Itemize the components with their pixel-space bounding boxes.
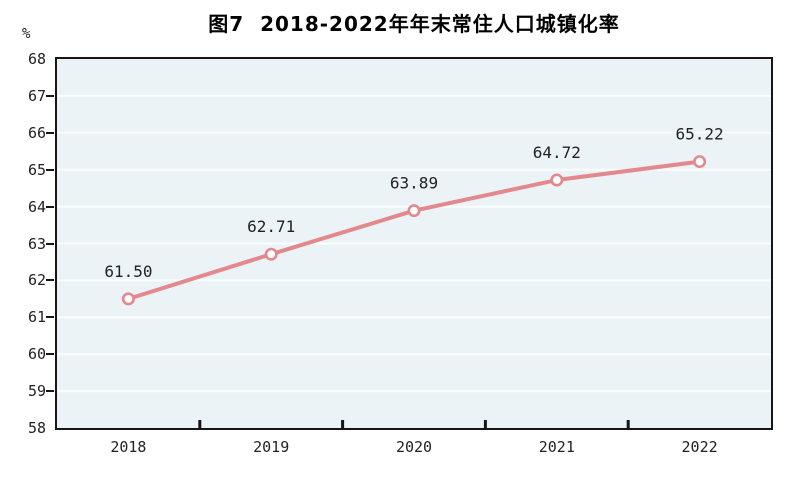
data-point-marker bbox=[264, 247, 278, 261]
x-tick-label: 2018 bbox=[110, 438, 147, 456]
y-tick-label: 66 bbox=[27, 123, 46, 142]
x-axis-tick-mark bbox=[626, 420, 630, 428]
data-point-label: 61.50 bbox=[104, 262, 152, 281]
x-tick-label: 2020 bbox=[395, 438, 433, 456]
plot-svg: 61.50 62.71 63.89 64.72 65.22 bbox=[57, 94, 771, 428]
y-tick-label: 59 bbox=[27, 382, 46, 401]
data-point-marker bbox=[121, 292, 135, 306]
data-point-label: 65.22 bbox=[676, 125, 724, 144]
x-axis-tick-mark bbox=[341, 420, 345, 428]
y-axis-tick-mark bbox=[46, 316, 54, 319]
y-tick-label: 62 bbox=[27, 271, 46, 290]
x-axis-tick-mark bbox=[198, 420, 202, 428]
y-axis-tick-mark bbox=[46, 242, 54, 245]
data-point-marker bbox=[693, 155, 707, 169]
y-tick-label: 67 bbox=[27, 86, 46, 105]
x-tick-label: 2019 bbox=[253, 438, 290, 456]
y-axis-unit-label: % bbox=[22, 26, 31, 42]
y-tick-label: 63 bbox=[27, 234, 46, 253]
y-axis-tick-mark bbox=[46, 131, 54, 134]
y-tick-label: 60 bbox=[27, 345, 46, 364]
y-tick-label: 64 bbox=[27, 197, 46, 216]
y-axis-tick-mark bbox=[46, 94, 54, 97]
x-tick-label: 2022 bbox=[681, 438, 718, 456]
y-tick-label: 68 bbox=[27, 50, 46, 68]
data-point-label: 63.89 bbox=[390, 174, 438, 193]
y-tick-label: 65 bbox=[27, 160, 46, 179]
y-axis-tick-mark bbox=[46, 353, 54, 356]
y-tick-label: 61 bbox=[27, 308, 46, 327]
chart-title: 图7 2018-2022年年末常住人口城镇化率 bbox=[208, 12, 620, 36]
x-axis-tick-mark bbox=[483, 420, 487, 428]
y-axis-tick-mark bbox=[46, 168, 54, 171]
data-point-marker bbox=[550, 173, 564, 187]
y-tick-label: 58 bbox=[27, 419, 46, 437]
data-point-label: 62.71 bbox=[247, 217, 295, 236]
plot-area: 61.50 62.71 63.89 64.72 65.22 bbox=[55, 57, 773, 430]
y-axis-tick-mark bbox=[46, 390, 54, 393]
y-axis-tick-mark bbox=[46, 205, 54, 208]
data-point-marker bbox=[407, 204, 421, 218]
y-axis-tick-mark bbox=[46, 279, 54, 282]
data-point-label: 64.72 bbox=[533, 143, 581, 162]
x-tick-label: 2021 bbox=[538, 438, 575, 456]
